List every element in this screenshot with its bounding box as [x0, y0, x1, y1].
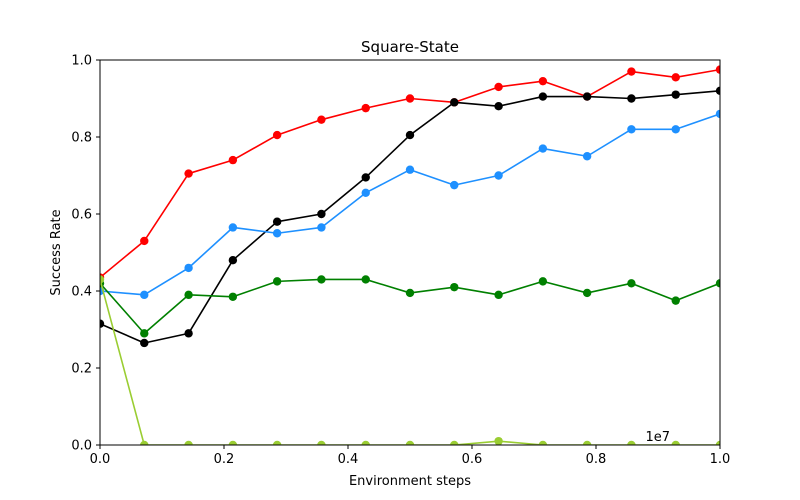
data-point [184, 169, 193, 178]
x-axis-offset-text: 1e7 [645, 430, 670, 445]
y-tick-label: 1.0 [71, 54, 92, 69]
data-point [450, 98, 459, 107]
y-axis-label: Success Rate [49, 209, 64, 295]
data-point [140, 338, 149, 348]
data-point [627, 67, 636, 76]
series-3 [100, 109, 720, 300]
data-point [450, 282, 459, 292]
data-point [140, 290, 149, 300]
data-point [715, 65, 720, 74]
data-point [671, 440, 680, 445]
data-point [272, 130, 282, 140]
y-tick-label: 0.8 [71, 131, 92, 146]
data-point [361, 440, 370, 445]
data-point [405, 94, 415, 103]
axes-layer: 0.0 0.2 0.4 0.6 0.8 1.0 0.0 0.2 0.4 0.6 0.8 1.0 [71, 54, 730, 468]
data-point [184, 290, 193, 300]
series-5 [100, 275, 720, 445]
data-point [582, 440, 592, 445]
data-point [361, 173, 370, 182]
data-point [538, 92, 548, 101]
x-tick-label: 0.4 [338, 452, 359, 467]
data-point [715, 109, 720, 119]
data-point [140, 329, 149, 338]
data-point [228, 256, 238, 265]
data-point [538, 76, 548, 86]
chart-title: Square-State [361, 38, 459, 56]
data-point [184, 329, 193, 338]
data-point [317, 275, 326, 284]
data-point [228, 440, 238, 445]
data-point [627, 279, 636, 288]
series-4 [100, 275, 720, 338]
data-point [671, 125, 680, 134]
data-point [317, 440, 326, 445]
data-point [582, 152, 592, 161]
data-point [671, 90, 680, 99]
series-2 [100, 86, 720, 348]
data-point [715, 86, 720, 95]
data-point [272, 229, 282, 238]
data-point [140, 236, 149, 246]
data-point [582, 92, 592, 101]
data-point [272, 217, 282, 226]
data-point [228, 292, 238, 301]
data-point [538, 144, 548, 153]
plot-frame [99, 59, 721, 446]
x-tick-label: 1.0 [710, 452, 731, 467]
data-point [100, 319, 105, 328]
y-tick-label: 0.2 [71, 362, 92, 377]
data-point [494, 82, 503, 92]
y-tick-label: 0.0 [71, 439, 92, 454]
data-point [361, 275, 370, 284]
data-point [184, 263, 193, 273]
y-tick-label: 0.6 [71, 208, 92, 223]
data-point [671, 73, 680, 82]
data-point [405, 288, 415, 298]
data-point [140, 440, 149, 445]
data-point [715, 279, 720, 288]
data-point [184, 440, 193, 445]
series-layer [100, 65, 720, 445]
data-point [715, 440, 720, 445]
data-point [538, 277, 548, 286]
data-point [494, 102, 503, 111]
x-tick-label: 0.8 [586, 452, 607, 467]
plot-area [100, 60, 720, 445]
data-point [405, 130, 415, 140]
x-axis-label: Environment steps [349, 474, 471, 489]
data-point [450, 180, 459, 190]
data-point [494, 171, 503, 180]
y-tick-label: 0.4 [71, 285, 92, 300]
data-point [361, 103, 370, 113]
data-point [450, 440, 459, 445]
data-point [582, 288, 592, 298]
data-point [228, 155, 238, 165]
data-point [228, 223, 238, 232]
data-point [361, 188, 370, 198]
data-point [671, 296, 680, 305]
data-point [627, 125, 636, 134]
data-point [494, 436, 503, 445]
data-point [538, 440, 548, 445]
data-point [627, 440, 636, 445]
data-point [272, 440, 282, 445]
data-point [405, 165, 415, 174]
data-point [317, 209, 326, 219]
data-point [405, 440, 415, 445]
data-point [100, 275, 105, 284]
x-tick-label: 0.0 [90, 452, 111, 467]
x-tick-label: 0.2 [214, 452, 235, 467]
x-tick-label: 0.6 [462, 452, 483, 467]
data-point [494, 290, 503, 300]
data-point [627, 94, 636, 103]
data-point [317, 223, 326, 232]
data-point [272, 277, 282, 286]
data-point [317, 115, 326, 124]
